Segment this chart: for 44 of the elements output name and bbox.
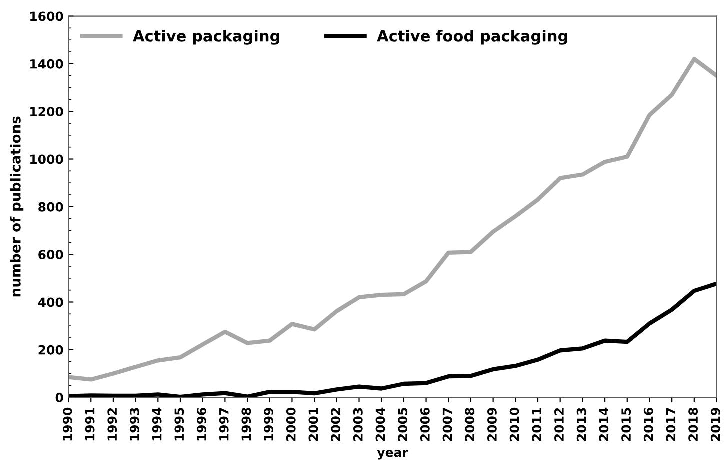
legend-label: Active packaging <box>133 30 280 45</box>
x-tick-label: 2004 <box>376 408 386 442</box>
x-tick-label: 1993 <box>130 408 140 441</box>
y-axis-title: number of publications <box>10 116 24 297</box>
x-tick-label: 2017 <box>666 408 676 442</box>
x-tick-label: 2005 <box>398 408 408 442</box>
x-tick-label: 1994 <box>152 408 162 441</box>
x-tick-label: 2013 <box>576 408 586 442</box>
x-tick-label: 1991 <box>85 408 95 441</box>
x-tick-label: 1998 <box>242 408 252 441</box>
y-tick-label: 800 <box>38 202 64 212</box>
line-series <box>68 57 717 382</box>
y-tick-label: 600 <box>38 250 64 260</box>
x-tick-label: 2001 <box>308 408 318 442</box>
y-tick-label: 200 <box>38 345 64 355</box>
y-tick-label: 1200 <box>30 107 64 117</box>
x-tick-label: 2011 <box>532 408 542 442</box>
y-tick-label: 1600 <box>30 12 64 22</box>
x-tick-label: 2012 <box>554 408 564 442</box>
x-tick-label: 2003 <box>353 408 363 442</box>
y-tick-label: 0 <box>56 393 64 402</box>
x-tick-label: 2006 <box>420 408 430 442</box>
x-tick-label: 2000 <box>286 408 296 442</box>
x-tick-label: 2010 <box>510 408 520 442</box>
x-tick-label: 1992 <box>108 408 118 441</box>
x-tick-label: 2014 <box>599 408 609 442</box>
x-tick-label: 1990 <box>62 408 72 441</box>
legend-label: Active food packaging <box>377 30 568 45</box>
x-tick-label: 2015 <box>622 408 632 442</box>
x-tick-label: 1999 <box>264 408 274 441</box>
x-tick-label: 2009 <box>487 408 497 442</box>
y-tick-label: 1400 <box>30 59 64 69</box>
x-tick-label: 2018 <box>688 408 698 442</box>
x-tick-label: 2008 <box>465 408 475 442</box>
x-axis-title: year <box>377 450 408 460</box>
x-tick-label: 2002 <box>331 408 341 442</box>
x-tick-label: 1995 <box>174 408 184 441</box>
y-tick-label: 1000 <box>30 154 64 164</box>
x-tick-label: 2007 <box>442 408 452 442</box>
x-tick-label: 2016 <box>644 408 654 442</box>
x-tick-label: 1996 <box>197 408 206 441</box>
x-tick-label: 2019 <box>710 408 720 442</box>
y-tick-label: 400 <box>38 298 64 308</box>
x-tick-label: 1997 <box>219 408 229 441</box>
